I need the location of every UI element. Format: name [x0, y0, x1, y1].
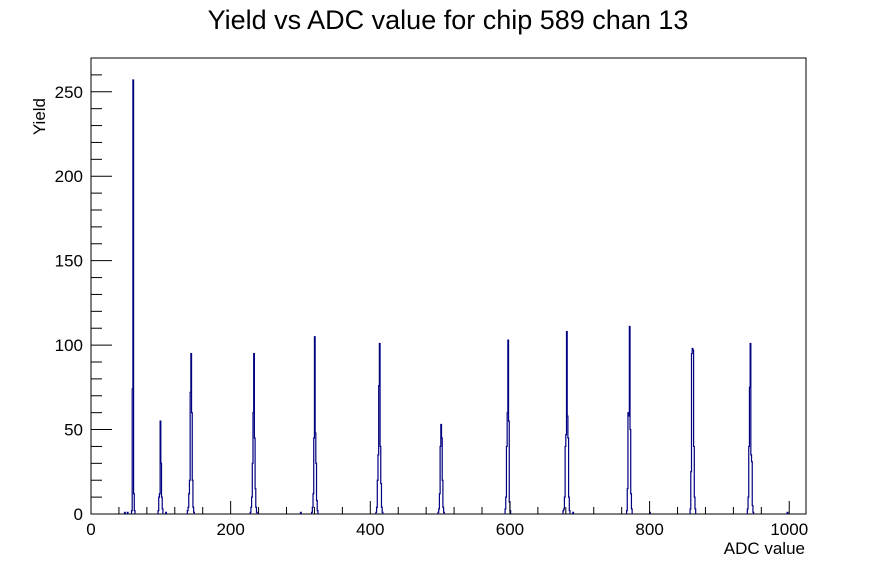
y-tick-label: 100	[55, 336, 83, 355]
chart-title: Yield vs ADC value for chip 589 chan 13	[208, 5, 689, 35]
x-axis-label: ADC value	[724, 539, 805, 558]
x-tick-label: 600	[496, 520, 524, 539]
x-tick-label: 400	[356, 520, 384, 539]
x-axis: 0 200 400 600 800 1000	[86, 501, 808, 539]
histogram-series	[123, 79, 789, 514]
x-tick-label: 800	[635, 520, 663, 539]
x-tick-label: 1000	[770, 520, 808, 539]
y-tick-label: 200	[55, 167, 83, 186]
y-tick-label: 250	[55, 83, 83, 102]
x-tick-label: 200	[216, 520, 244, 539]
y-tick-label: 50	[64, 421, 83, 440]
x-tick-label: 0	[86, 520, 95, 539]
y-tick-label: 0	[74, 505, 83, 524]
y-axis-label: Yield	[30, 98, 49, 135]
y-tick-label: 150	[55, 252, 83, 271]
histogram-line	[123, 79, 789, 514]
plot-frame	[90, 57, 807, 515]
y-axis: 0 50 100 150 200 250	[55, 57, 112, 524]
